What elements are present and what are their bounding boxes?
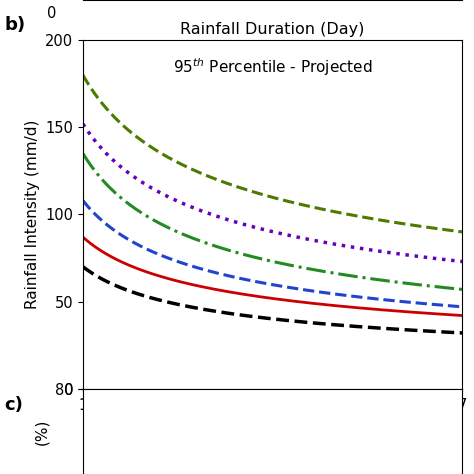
Text: b): b) [5, 16, 26, 34]
Text: c): c) [5, 395, 24, 413]
X-axis label: Rainfall Duration (Day): Rainfall Duration (Day) [181, 419, 365, 434]
Text: Rainfall Duration (Day): Rainfall Duration (Day) [181, 22, 365, 37]
Text: 95$^{th}$ Percentile - Projected: 95$^{th}$ Percentile - Projected [173, 56, 373, 78]
Y-axis label: Rainfall Intensity (mm/d): Rainfall Intensity (mm/d) [25, 120, 39, 309]
Text: 0: 0 [47, 6, 56, 21]
Y-axis label: (%): (%) [34, 418, 49, 445]
